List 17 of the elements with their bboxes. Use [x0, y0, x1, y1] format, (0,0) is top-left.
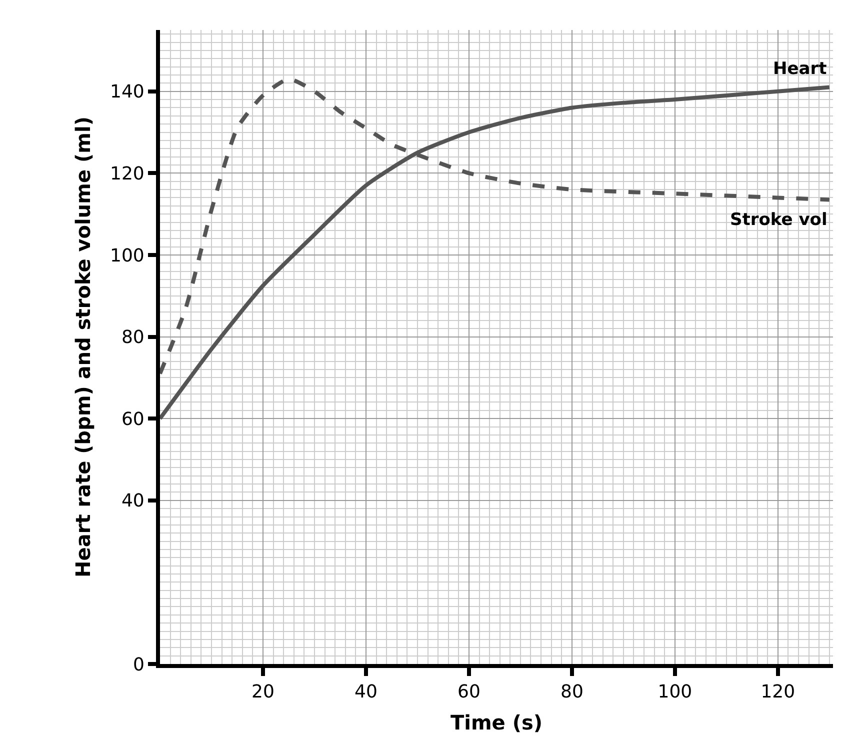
x-tick-label: 80 — [560, 682, 584, 703]
y-tick-label: 40 — [121, 490, 144, 512]
series-label: Stroke vol — [730, 210, 828, 230]
x-tick-label: 60 — [457, 682, 480, 703]
y-tick-label: 80 — [121, 327, 144, 348]
y-tick-label: 60 — [121, 408, 144, 430]
x-tick-label: 100 — [658, 682, 692, 703]
y-tick-label: 120 — [110, 163, 144, 184]
x-axis-title: Time (s) — [450, 710, 543, 735]
y-axis-title: Heart rate (bpm) and stroke volume (ml) — [71, 116, 96, 578]
x-tick-label: 40 — [354, 682, 378, 703]
y-tick-label: 100 — [110, 245, 144, 266]
y-tick-label: 0 — [132, 654, 144, 676]
series-label: Heart — [773, 59, 827, 79]
x-tick-label: 120 — [760, 682, 796, 703]
x-tick-label: 20 — [252, 682, 274, 703]
y-tick-label: 140 — [110, 82, 144, 103]
